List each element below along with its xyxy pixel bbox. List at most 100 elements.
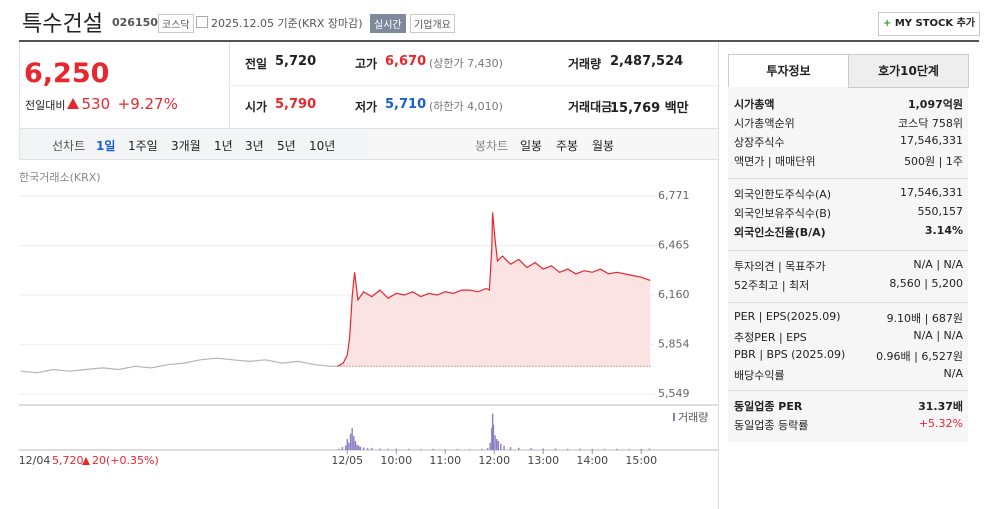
volume-label: 거래량 — [678, 411, 708, 424]
info-value: 0.96배 | 6,527원 — [876, 350, 963, 363]
period-tab[interactable]: 1년 — [214, 139, 233, 153]
info-value: 9.10배 | 687원 — [886, 312, 963, 325]
footer-price: 5,720 — [52, 454, 84, 467]
panel-divider — [718, 42, 719, 509]
info-value: 550,157 — [917, 205, 964, 218]
volume-bar — [358, 445, 360, 450]
volume-bar — [349, 433, 352, 450]
group-divider — [728, 390, 968, 391]
header-rule — [19, 40, 979, 42]
volume-bar — [567, 448, 569, 450]
volume-bar — [496, 439, 498, 450]
volume-bar — [481, 448, 483, 450]
footer-up-icon — [82, 457, 90, 465]
quote-value: 5,720 — [275, 54, 317, 69]
info-tab[interactable]: 호가10단계 — [848, 54, 969, 88]
volume-bar — [444, 449, 446, 450]
info-value: 1,097억원 — [907, 98, 963, 111]
volume-bar — [648, 448, 651, 450]
volume-bar — [518, 447, 520, 450]
period-tab[interactable]: 10년 — [309, 139, 336, 153]
line-chart-label: 선차트 — [52, 139, 86, 153]
info-label: PBR | BPS (2025.09) — [734, 348, 846, 361]
info-label: 액면가 | 매매단위 — [734, 155, 816, 168]
info-value: 17,546,331 — [900, 186, 963, 199]
volume-bar — [554, 448, 557, 450]
market-badge: 코스닥 — [158, 14, 194, 33]
volume-legend-icon — [673, 413, 675, 421]
mystock-label: MY STOCK 추가 — [894, 18, 976, 29]
info-label: 외국인보유주식수(B) — [734, 207, 832, 220]
volume-bar — [359, 446, 362, 450]
change-box: 전일대비 530 +9.27% — [25, 95, 178, 113]
group-divider — [728, 178, 968, 179]
company-button[interactable]: 기업개요 — [410, 14, 455, 33]
current-price: 6,250 — [24, 58, 110, 89]
info-label: 배당수익률 — [734, 369, 785, 382]
mystock-button[interactable]: + MY STOCK 추가 — [878, 12, 980, 36]
info-value: N/A — [943, 367, 963, 380]
info-label: 시가총액순위 — [734, 117, 795, 130]
candle-bar — [369, 128, 719, 160]
volume-bar — [500, 443, 502, 450]
volume-bar — [603, 449, 606, 450]
x-tick-label: 12/04 — [19, 454, 51, 467]
candle-tab[interactable]: 월봉 — [592, 139, 615, 153]
price-line — [20, 357, 338, 374]
volume-bar — [344, 445, 347, 450]
period-tab[interactable]: 5년 — [277, 139, 296, 153]
quote-label: 거래량 — [568, 57, 602, 71]
volume-bar — [356, 444, 358, 450]
stock-name: 특수건설 — [22, 12, 103, 37]
info-value: +5.32% — [918, 417, 963, 430]
volume-bar — [628, 449, 630, 450]
volume-bar — [353, 436, 355, 450]
volume-bar — [489, 442, 491, 450]
x-tick-label: 10:00 — [380, 454, 412, 467]
footer-change: 20 — [92, 454, 106, 467]
volume-bar — [371, 447, 373, 450]
up-icon — [67, 98, 80, 109]
volume-bar — [354, 440, 357, 450]
volume-bar — [341, 447, 344, 450]
volume-bar — [487, 448, 489, 450]
quote-value: 2,487,524 — [610, 54, 684, 69]
volume-bar — [492, 424, 495, 450]
info-tab[interactable]: 투자정보 — [728, 54, 849, 87]
volume-bar — [616, 448, 618, 450]
period-tab[interactable]: 3년 — [245, 139, 264, 153]
candle-tab[interactable]: 일봉 — [520, 139, 543, 153]
info-label: 동일업종 PER — [734, 400, 803, 413]
volume-bar — [420, 449, 422, 450]
period-tab[interactable]: 1일 — [96, 139, 116, 153]
quote-label: 전일 — [245, 57, 268, 71]
footer-rate: (+0.35%) — [106, 454, 159, 467]
quote-extra: (하한가 4,010) — [429, 100, 503, 113]
quote-label: 고가 — [355, 57, 378, 71]
group-divider — [728, 302, 968, 303]
volume-bar — [379, 448, 381, 450]
quote-extra: (상한가 7,430) — [429, 57, 503, 70]
candle-tab[interactable]: 주봉 — [556, 139, 579, 153]
x-tick-label: 15:00 — [625, 454, 657, 467]
volume-bar — [348, 442, 350, 450]
volume-bar — [456, 449, 459, 450]
y-tick-label: 5,549 — [658, 387, 690, 400]
x-tick-label: 12:00 — [478, 454, 510, 467]
stock-code: 026150 — [112, 16, 158, 29]
info-panel — [728, 54, 968, 442]
info-value: 17,546,331 — [900, 134, 963, 147]
volume-bar — [346, 439, 348, 450]
period-tab[interactable]: 3개월 — [171, 139, 201, 153]
realtime-badge[interactable]: 실시간 — [370, 14, 406, 33]
info-label: PER | EPS(2025.09) — [734, 310, 841, 323]
volume-bar — [542, 448, 544, 450]
quote-value: 15,769 백만 — [610, 101, 689, 116]
info-label: 추정PER | EPS — [734, 331, 807, 344]
period-tab[interactable]: 1주일 — [128, 139, 158, 153]
quote-value: 5,790 — [275, 97, 317, 112]
info-label: 동일업종 등락률 — [734, 419, 809, 432]
volume-bar — [387, 448, 389, 450]
volume-bar — [503, 445, 505, 450]
